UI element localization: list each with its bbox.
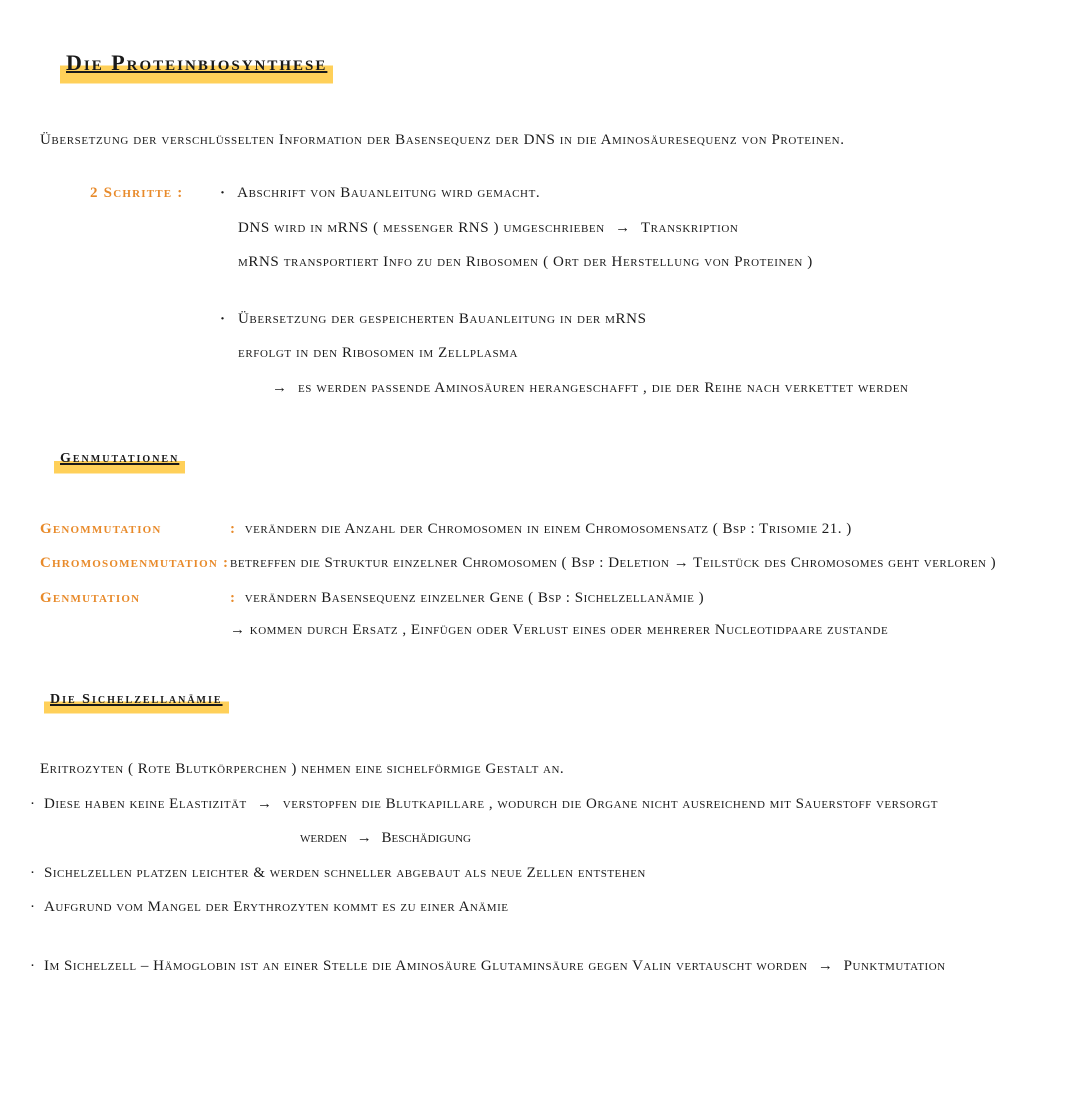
arrow-icon: → <box>272 374 288 403</box>
sz-line-2-wrap: werden → Beschädigung <box>300 824 1050 853</box>
sz-l5a: Im Sichelzell – Hämoglobin ist an einer … <box>44 958 808 974</box>
arrow-icon: → <box>818 952 834 981</box>
step2-line3: es werden passende Aminosäuren herangesc… <box>298 380 909 396</box>
bullet-icon: · <box>30 952 44 981</box>
title-sichelzellanaemie: Die Sichelzellanämie <box>44 685 229 716</box>
mutation-row-chromo: Chromosomenmutation : betreffen die Stru… <box>40 549 1050 578</box>
step1-line2b: Transkription <box>641 220 739 236</box>
sz-l2b: verstopfen die Blutkapillare , wodurch d… <box>283 796 938 812</box>
step1-line1: Abschrift von Bauanleitung wird gemacht. <box>237 185 540 201</box>
label-genommutation: Genommutation <box>40 515 230 544</box>
sz-l2a: Diese haben keine Elastizität <box>44 796 247 812</box>
bullet-icon: · <box>30 859 44 888</box>
step-1-block: · Abschrift von Bauanleitung wird gemach… <box>220 179 1050 283</box>
steps-row-2: · Übersetzung der gespeicherten Bauanlei… <box>90 305 1050 409</box>
intro-line: Übersetzung der verschlüsselten Informat… <box>40 126 1050 155</box>
step-2-block: · Übersetzung der gespeicherten Bauanlei… <box>220 305 1050 409</box>
step2-line1: Übersetzung der gespeicherten Bauanleitu… <box>238 311 647 327</box>
mutation-row-gen: Genmutation : verändern Basensequenz ein… <box>40 584 1050 649</box>
bullet-icon: · <box>220 185 226 201</box>
arrow-icon: → <box>357 824 372 853</box>
arrow-icon: → <box>615 214 631 243</box>
label-genmutation: Genmutation <box>40 584 230 649</box>
body-genmutation-a: verändern Basensequenz einzelner Gene ( … <box>245 590 704 606</box>
colon: : <box>230 521 236 537</box>
step1-line2a: DNS wird in mRNS ( messenger RNS ) umges… <box>238 220 605 236</box>
body-genommutation: verändern die Anzahl der Chromosomen in … <box>245 521 852 537</box>
sz-line-5: · Im Sichelzell – Hämoglobin ist an eine… <box>30 952 1050 981</box>
label-chromosomenmutation: Chromosomenmutation : <box>40 549 230 578</box>
step2-line2: erfolgt in den Ribosomen im Zellplasma <box>238 345 518 361</box>
colon: : <box>230 590 236 606</box>
sz-line-3: · Sichelzellen platzen leichter & werden… <box>30 859 1050 888</box>
mutation-row-genom: Genommutation : verändern die Anzahl der… <box>40 515 1050 544</box>
sz-line-2: · Diese haben keine Elastizität → versto… <box>30 790 1050 819</box>
step1-line3: mRNS transportiert Info zu den Ribosomen… <box>238 254 813 270</box>
sz-l2c-a: werden <box>300 830 347 846</box>
body-chromosomenmutation: betreffen die Struktur einzelner Chromos… <box>230 555 996 571</box>
sz-l5b: Punktmutation <box>844 958 946 974</box>
sz-line-4: · Aufgrund vom Mangel der Erythrozyten k… <box>30 893 1050 922</box>
title-genmutationen: Genmutationen <box>54 444 185 475</box>
sz-l2c-b: Beschädigung <box>382 830 471 846</box>
steps-row-1: 2 Schritte : · Abschrift von Bauanleitun… <box>90 179 1050 283</box>
bullet-icon: · <box>220 311 226 327</box>
title-proteinbiosynthese: Die Proteinbiosynthese <box>60 40 333 86</box>
steps-label: 2 Schritte : <box>90 179 220 283</box>
body-genmutation-b: → kommen durch Ersatz , Einfügen oder Ve… <box>230 616 1050 645</box>
arrow-icon: → <box>257 790 273 819</box>
bullet-icon: · <box>30 790 44 819</box>
bullet-icon: · <box>30 893 44 922</box>
sz-line-1: Eritrozyten ( Rote Blutkörperchen ) nehm… <box>40 755 1050 784</box>
